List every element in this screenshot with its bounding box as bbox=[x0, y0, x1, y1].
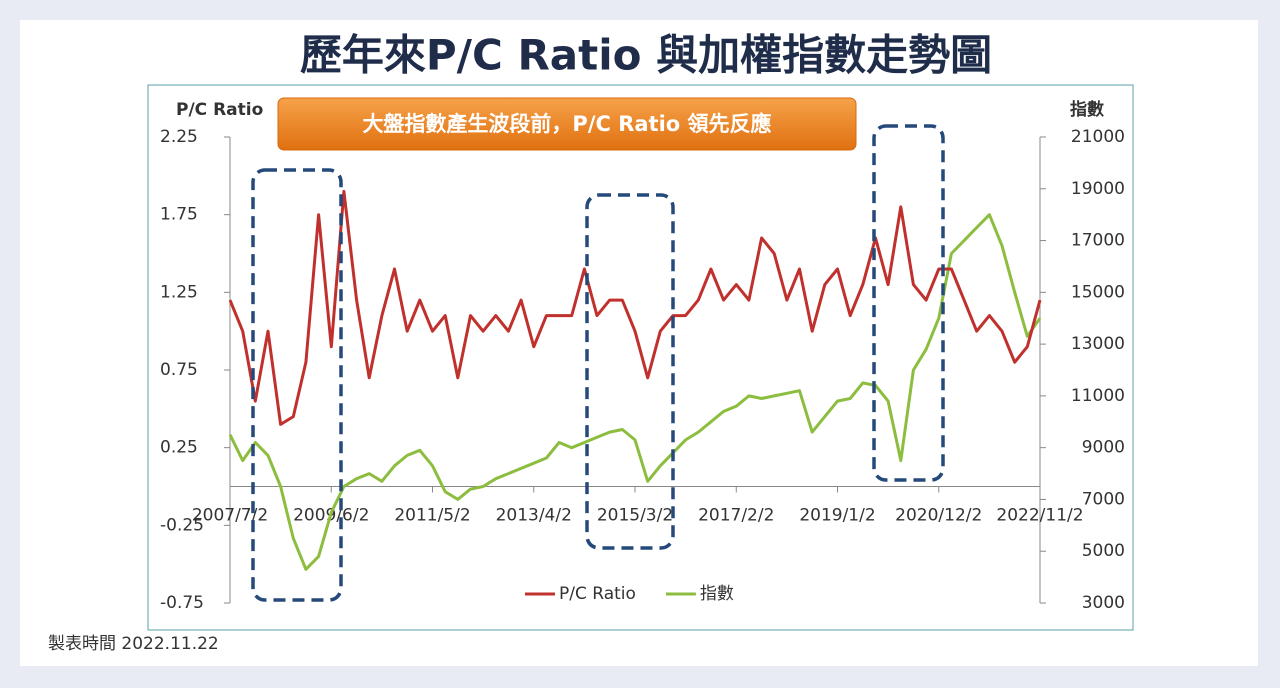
highlight-box bbox=[872, 124, 945, 482]
footnote: 製表時間 2022.11.22 bbox=[48, 634, 219, 654]
y2-tick-label: 5000 bbox=[1082, 541, 1125, 561]
plot: -0.75 -0.25 0.25 0.75 1.25 1.75 2.25 3000 5000 70… bbox=[160, 127, 1125, 613]
y-tick-label: -0.25 bbox=[160, 515, 204, 535]
highlight-box bbox=[585, 193, 675, 550]
chart-frame bbox=[147, 84, 1134, 631]
x-tick-label: 2011/5/2 bbox=[394, 506, 470, 526]
x-tick-label: 2019/1/2 bbox=[799, 506, 875, 526]
y-tick-label: 0.25 bbox=[160, 438, 198, 458]
y2-axis-label: 指數 bbox=[1070, 99, 1104, 120]
x-tick-label: 2013/4/2 bbox=[496, 506, 572, 526]
x-tick-label: 2015/3/2 bbox=[597, 506, 673, 526]
x-tick-label: 2007/7/2 bbox=[192, 506, 268, 526]
y-tick-label: -0.75 bbox=[160, 593, 204, 613]
y2-tick-label: 17000 bbox=[1071, 231, 1125, 251]
y-tick-label: 1.75 bbox=[160, 205, 198, 225]
y2-tick-label: 19000 bbox=[1071, 179, 1125, 199]
y-tick-label: 0.75 bbox=[160, 360, 198, 380]
x-tick-label: 2020/12/2 bbox=[895, 506, 982, 526]
y2-tick-label: 3000 bbox=[1082, 593, 1125, 613]
x-tick-label: 2017/2/2 bbox=[698, 506, 774, 526]
y2-tick-label: 9000 bbox=[1082, 438, 1125, 458]
y2-tick-label: 11000 bbox=[1071, 386, 1125, 406]
y2-tick-label: 7000 bbox=[1082, 489, 1125, 509]
annotation-box bbox=[277, 97, 857, 151]
y2-tick-label: 15000 bbox=[1071, 282, 1125, 302]
series-line bbox=[228, 213, 1042, 571]
y-tick-label: 1.25 bbox=[160, 282, 198, 302]
y-tick-label: 2.25 bbox=[160, 127, 198, 147]
y2-tick-label: 13000 bbox=[1071, 334, 1125, 354]
legend-label: P/C Ratio bbox=[559, 584, 636, 604]
legend-label: 指數 bbox=[700, 584, 734, 604]
annotation: 大盤指數產生波段前，P/C Ratio 領先反應 bbox=[362, 112, 771, 136]
x-tick-label: 2022/11/2 bbox=[996, 506, 1083, 526]
series-line bbox=[228, 189, 1042, 426]
y2-tick-label: 21000 bbox=[1071, 127, 1125, 147]
y-axis-label: P/C Ratio bbox=[176, 100, 263, 120]
chart-title: 歷年來P/C Ratio 與加權指數走勢圖 bbox=[300, 31, 992, 80]
highlight-box bbox=[251, 168, 343, 602]
